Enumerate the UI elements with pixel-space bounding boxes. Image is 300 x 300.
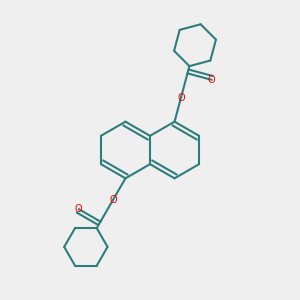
Text: O: O (75, 204, 82, 214)
Text: O: O (109, 195, 117, 205)
Text: O: O (208, 75, 215, 85)
Text: O: O (177, 92, 185, 103)
